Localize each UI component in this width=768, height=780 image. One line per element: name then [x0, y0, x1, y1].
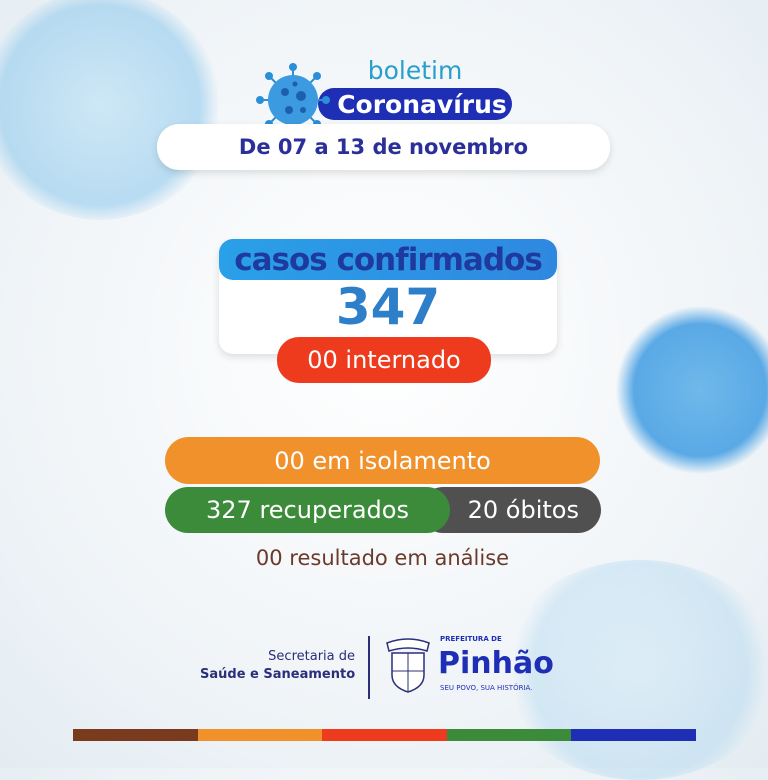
- hospitalized-text: 00 internado: [307, 346, 461, 374]
- recovered-bar: 327 recuperados: [165, 487, 450, 533]
- slogan: SEU POVO, SUA HISTÓRIA.: [440, 684, 533, 692]
- date-card: De 07 a 13 de novembro: [157, 124, 610, 170]
- footer-divider: [368, 636, 370, 699]
- pending-text: 00 resultado em análise: [255, 546, 510, 570]
- cases-label: casos confirmados: [234, 241, 543, 278]
- isolation-text: 00 em isolamento: [274, 446, 491, 475]
- stripe-red: [322, 729, 447, 741]
- stripe-blue: [571, 729, 696, 741]
- deaths-bar: 20 óbitos: [420, 487, 601, 533]
- secretaria-line2: Saúde e Saneamento: [200, 667, 356, 682]
- deaths-text: 20 óbitos: [467, 496, 579, 524]
- city-name: Pinhão: [438, 646, 554, 681]
- virus-decoration: [0, 0, 220, 220]
- cases-label-banner: casos confirmados: [219, 239, 557, 280]
- secretaria-line1: Secretaria de: [268, 649, 355, 664]
- stripe-green: [446, 729, 572, 741]
- date-range: De 07 a 13 de novembro: [238, 135, 529, 159]
- recovered-text: 327 recuperados: [206, 496, 409, 524]
- color-stripe: [73, 729, 696, 741]
- cases-count: 347: [335, 278, 441, 336]
- title-coronavirus-text: Coronavírus: [337, 89, 507, 119]
- prefeitura-label: PREFEITURA DE: [440, 635, 502, 643]
- stripe-brown: [73, 729, 198, 741]
- crest-icon: [386, 638, 430, 693]
- title-boletim: boletim: [367, 56, 463, 85]
- virus-icon: [256, 63, 330, 137]
- isolation-bar: 00 em isolamento: [165, 437, 600, 484]
- stripe-orange: [197, 729, 323, 741]
- hospitalized-badge: 00 internado: [277, 337, 491, 383]
- virus-decoration: [615, 305, 768, 475]
- title-coronavirus: Coronavírus: [318, 88, 512, 120]
- virus-decoration: [500, 560, 768, 780]
